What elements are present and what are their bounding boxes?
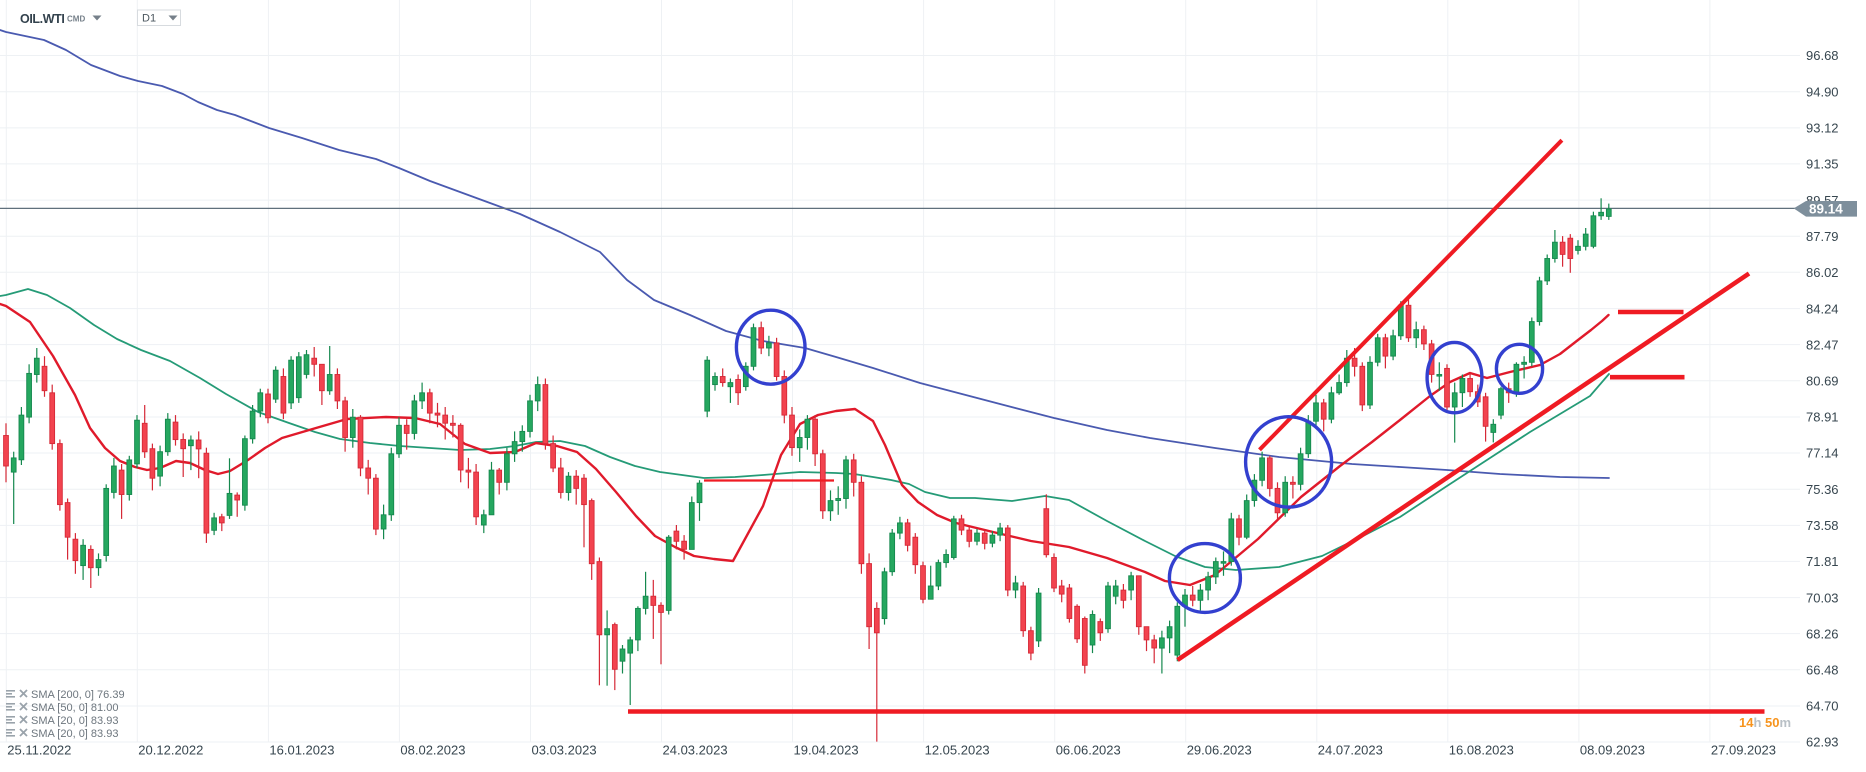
svg-text:SMA [50, 0] 81.00: SMA [50, 0] 81.00 [31,702,118,714]
svg-text:71.81: 71.81 [1806,554,1839,569]
svg-text:66.48: 66.48 [1806,663,1839,678]
svg-text:86.02: 86.02 [1806,265,1839,280]
svg-text:91.35: 91.35 [1806,157,1839,172]
svg-text:OIL.WTI: OIL.WTI [20,12,64,26]
svg-text:62.93: 62.93 [1806,735,1839,750]
svg-text:84.24: 84.24 [1806,301,1839,316]
svg-text:16.08.2023: 16.08.2023 [1449,743,1514,758]
svg-text:SMA [200, 0] 76.39: SMA [200, 0] 76.39 [31,689,125,701]
svg-text:24.03.2023: 24.03.2023 [663,743,728,758]
svg-text:94.90: 94.90 [1806,84,1839,99]
svg-text:03.03.2023: 03.03.2023 [532,743,597,758]
svg-text:16.01.2023: 16.01.2023 [269,743,334,758]
svg-text:CMD: CMD [67,15,85,24]
svg-text:08.02.2023: 08.02.2023 [400,743,465,758]
svg-text:64.70: 64.70 [1806,699,1839,714]
svg-text:80.69: 80.69 [1806,374,1839,389]
svg-text:78.91: 78.91 [1806,410,1839,425]
svg-text:77.14: 77.14 [1806,446,1839,461]
svg-text:68.26: 68.26 [1806,626,1839,641]
svg-text:25.11.2022: 25.11.2022 [7,743,71,758]
svg-text:29.06.2023: 29.06.2023 [1187,743,1252,758]
svg-text:12.05.2023: 12.05.2023 [925,743,990,758]
svg-text:75.36: 75.36 [1806,482,1839,497]
svg-text:08.09.2023: 08.09.2023 [1580,743,1645,758]
svg-text:14h 50m: 14h 50m [1739,715,1791,730]
svg-text:96.68: 96.68 [1806,48,1839,63]
svg-text:06.06.2023: 06.06.2023 [1056,743,1121,758]
svg-text:SMA [20, 0] 83.93: SMA [20, 0] 83.93 [31,728,118,740]
svg-text:24.07.2023: 24.07.2023 [1318,743,1383,758]
svg-text:27.09.2023: 27.09.2023 [1711,743,1776,758]
svg-text:SMA [20, 0] 83.93: SMA [20, 0] 83.93 [31,715,118,727]
svg-text:93.12: 93.12 [1806,121,1839,136]
svg-text:70.03: 70.03 [1806,590,1839,605]
svg-text:D1: D1 [142,13,156,25]
svg-text:73.58: 73.58 [1806,518,1839,533]
svg-text:89.14: 89.14 [1809,202,1843,217]
svg-text:82.47: 82.47 [1806,337,1839,352]
svg-text:20.12.2022: 20.12.2022 [138,743,203,758]
svg-text:87.79: 87.79 [1806,229,1839,244]
svg-text:19.04.2023: 19.04.2023 [794,743,859,758]
